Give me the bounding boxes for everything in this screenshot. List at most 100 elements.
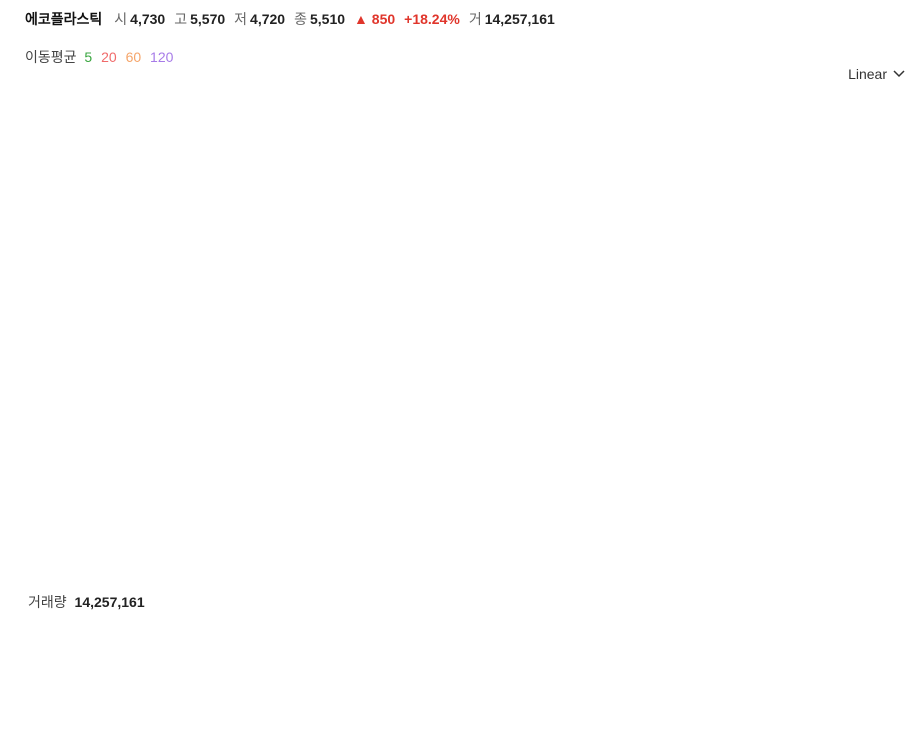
candle-body <box>195 226 198 244</box>
candle-body <box>704 397 707 400</box>
candle-body <box>650 414 654 416</box>
ma-legend-label: 이동평균 <box>25 49 77 65</box>
volume-bar <box>514 701 517 704</box>
volume-bar <box>650 701 653 704</box>
candle-body <box>683 397 687 399</box>
volume-bar <box>464 701 467 704</box>
ma-legend-60[interactable]: 60 <box>125 49 142 65</box>
candle <box>526 450 529 466</box>
volume-bar <box>340 701 343 704</box>
ma-legend-5[interactable]: 5 <box>84 49 93 65</box>
candle <box>29 429 33 454</box>
ma5-series <box>9 200 806 486</box>
volume-bar <box>588 700 591 704</box>
candle <box>484 413 488 420</box>
volume-bar <box>737 696 740 704</box>
volume-bar <box>17 699 20 704</box>
volume-bar <box>104 699 107 704</box>
candle <box>344 223 347 235</box>
volume-bar <box>804 696 806 704</box>
volume-bar <box>630 700 633 704</box>
candle <box>319 209 322 225</box>
candle-body <box>517 445 521 448</box>
candle-body <box>468 422 471 435</box>
volume-bar <box>775 696 778 704</box>
candle-body <box>8 432 12 434</box>
candle <box>406 341 409 363</box>
ma60-line <box>9 260 805 533</box>
candle <box>315 219 318 246</box>
candle <box>50 404 53 435</box>
high-value: 8,153 (-32.42%) <box>123 104 213 118</box>
volume-bar <box>456 702 459 704</box>
volume-bar <box>431 701 434 704</box>
candle-body <box>83 266 86 270</box>
candle-body <box>348 233 351 247</box>
volume-bar <box>563 700 566 704</box>
candle <box>762 419 765 437</box>
candle-body <box>252 274 256 281</box>
volume-bar <box>319 701 322 704</box>
candle <box>149 215 153 260</box>
candle <box>803 335 807 414</box>
candle-body <box>50 405 53 423</box>
candle <box>609 346 612 363</box>
candle <box>174 171 177 197</box>
candle <box>782 415 786 433</box>
volume-bar <box>460 702 463 704</box>
high-marker: ▼ <box>82 104 94 118</box>
x-tick-label: 10월 <box>466 713 493 728</box>
candle <box>248 262 252 281</box>
volume-bar <box>389 701 392 704</box>
volume-bar <box>476 701 479 704</box>
change-value: ▲ 850 <box>354 11 396 27</box>
candle-body <box>567 417 571 439</box>
candle <box>95 282 99 301</box>
scale-selector[interactable]: Linear <box>848 66 905 82</box>
candle <box>186 196 190 236</box>
candle <box>534 463 538 482</box>
volume-bar <box>145 700 148 704</box>
candle-body <box>199 242 202 245</box>
candle-body <box>25 438 28 440</box>
candle-body <box>571 440 575 443</box>
volume-bar <box>567 698 570 704</box>
candle <box>228 248 231 265</box>
candle <box>219 252 223 264</box>
volume-bar <box>37 679 40 704</box>
ma-legend-20[interactable]: 20 <box>101 49 117 65</box>
candle <box>306 269 310 274</box>
volume-bar <box>708 699 711 704</box>
candle <box>696 394 699 407</box>
volume-bar <box>688 701 691 704</box>
candle <box>439 386 442 401</box>
candle <box>310 235 314 284</box>
candle <box>199 233 202 255</box>
candle-body <box>762 427 765 431</box>
candle-body <box>315 224 318 245</box>
candle-body <box>439 396 442 400</box>
y-axis-ticks: 7,878 7,272 6,666 6,060 5,454 4,848 4,242 3,636… <box>829 136 863 568</box>
volume-bar <box>410 701 413 704</box>
candle-body <box>79 255 82 269</box>
ma120-line <box>9 312 806 547</box>
high-value: 5,570 <box>190 11 226 27</box>
volume-bar <box>46 679 49 704</box>
ma-legend-120[interactable]: 120 <box>150 49 174 65</box>
candle <box>464 413 467 434</box>
candle <box>410 353 413 375</box>
candle-body <box>546 449 550 507</box>
volume-bar <box>149 701 152 704</box>
candle <box>124 311 128 316</box>
candle <box>385 331 389 343</box>
candle <box>621 387 625 399</box>
candle-body <box>339 220 343 225</box>
candle-body <box>302 271 306 276</box>
candle <box>584 388 587 416</box>
candle <box>509 450 513 470</box>
candle <box>505 427 509 462</box>
volume-bar <box>642 702 645 704</box>
candle <box>625 381 629 410</box>
candle-body <box>509 451 513 467</box>
